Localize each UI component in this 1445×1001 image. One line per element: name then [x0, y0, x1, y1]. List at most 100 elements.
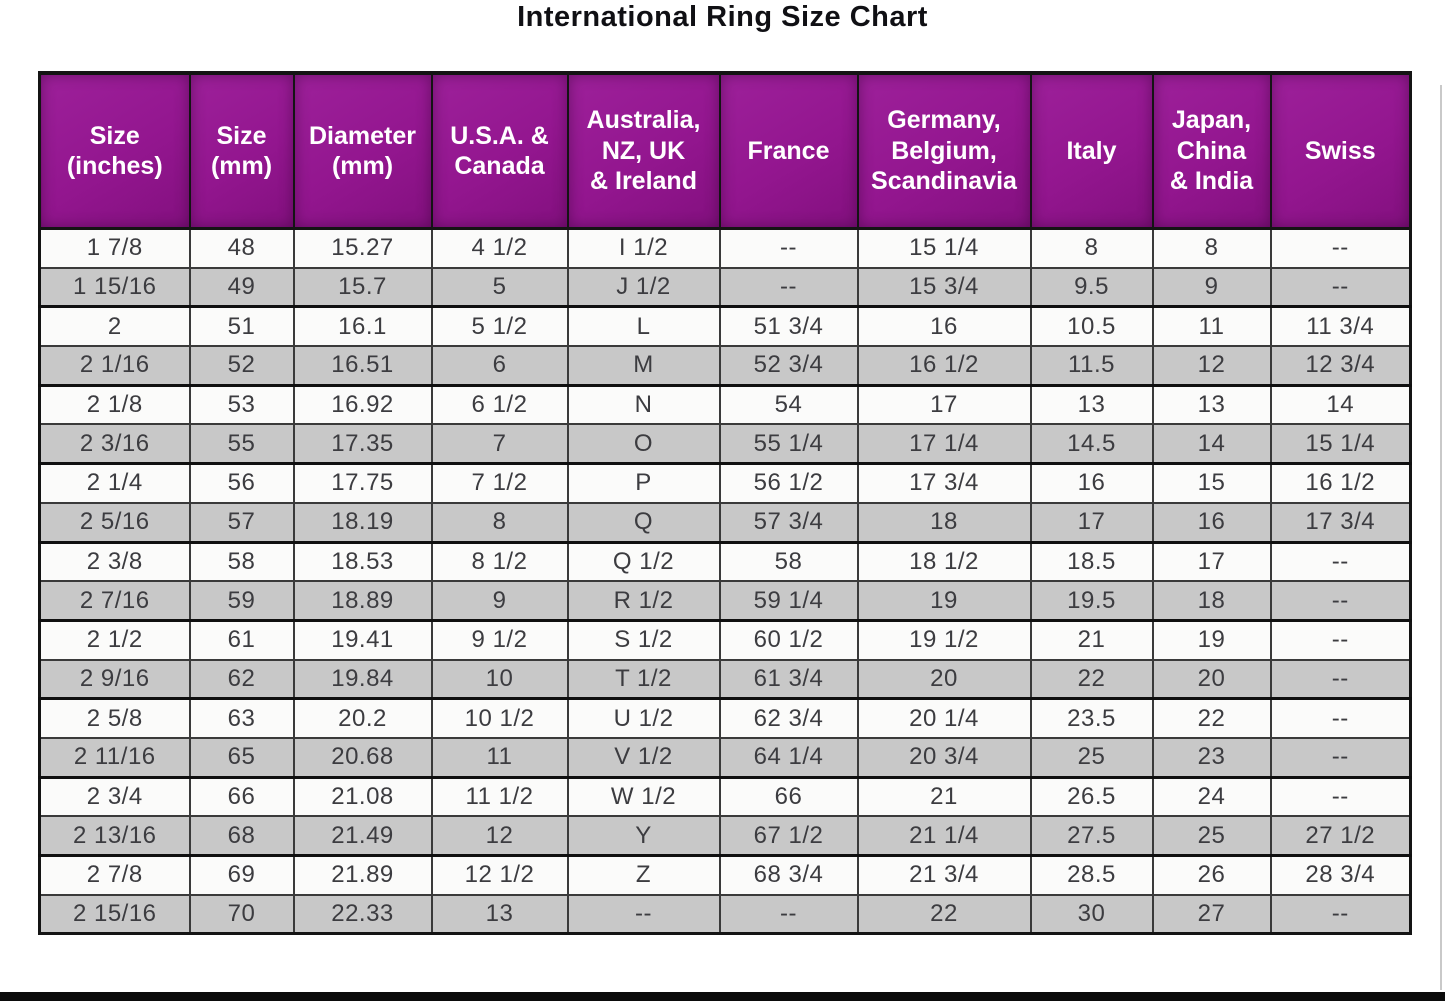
table-cell: 28 3/4: [1269, 853, 1412, 896]
table-cell: 56 1/2: [718, 462, 859, 504]
column-header-germany-belgium-scandinavia: Germany, Belgium, Scandinavia: [856, 71, 1032, 230]
table-cell: U 1/2: [566, 697, 721, 739]
table-cell: 65: [188, 736, 295, 779]
table-cell: 61: [188, 618, 295, 661]
table-cell: 17 3/4: [1269, 501, 1412, 544]
table-cell: R 1/2: [566, 580, 721, 622]
table-cell: 67 1/2: [718, 815, 859, 857]
table-cell: V 1/2: [566, 736, 721, 779]
table-cell: 64 1/4: [718, 736, 859, 779]
header-row: Size (inches) Size (mm) Diameter (mm) U.…: [38, 71, 1412, 230]
table-cell: 6 1/2: [430, 383, 569, 426]
table-cell: 53: [188, 383, 295, 426]
table-cell: 22: [856, 893, 1032, 935]
table-cell: 62 3/4: [718, 697, 859, 739]
table-cell: 18: [1151, 580, 1272, 622]
table-cell: 2 3/4: [38, 775, 191, 818]
column-header-size-mm: Size (mm): [188, 71, 295, 230]
table-cell: 16 1/2: [1269, 462, 1412, 504]
table-cell: 11 1/2: [430, 775, 569, 818]
table-cell: 2 1/2: [38, 618, 191, 661]
table-cell: 20 1/4: [856, 697, 1032, 739]
table-cell: 14.5: [1029, 423, 1154, 465]
table-cell: 2 3/16: [38, 423, 191, 465]
table-cell: --: [1269, 618, 1412, 661]
table-cell: --: [718, 266, 859, 308]
table-row: 2 1/2 61 19.41 9 1/2 S 1/2 60 1/2 19 1/2 21 19 --: [38, 618, 1412, 661]
table-cell: 16 1/2: [856, 345, 1032, 387]
table-cell: 19: [856, 580, 1032, 622]
column-header-australia-nz-uk-ireland: Australia, NZ, UK & Ireland: [566, 71, 721, 230]
table-row: 2 7/8 69 21.89 12 1/2 Z 68 3/4 21 3/4 28.5 26 28 …: [38, 853, 1412, 896]
table-cell: --: [1269, 580, 1412, 622]
table-cell: 17.75: [292, 462, 433, 504]
table-cell: 63: [188, 697, 295, 739]
table-cell: Y: [566, 815, 721, 857]
table-cell: 48: [188, 227, 295, 269]
table-cell: 8: [1029, 227, 1154, 269]
table-row: 2 7/16 59 18.89 9 R 1/2 59 1/4 19 19.5 18 --: [38, 580, 1412, 622]
table-cell: 14: [1269, 383, 1412, 426]
table-cell: 5 1/2: [430, 305, 569, 348]
table-cell: 49: [188, 266, 295, 308]
table-row: 2 1/8 53 16.92 6 1/2 N 54 17 13 13 14: [38, 383, 1412, 426]
table-cell: 27.5: [1029, 815, 1154, 857]
table-cell: 26.5: [1029, 775, 1154, 818]
table-cell: --: [1269, 893, 1412, 935]
table-cell: 22: [1029, 658, 1154, 700]
table-cell: 15 3/4: [856, 266, 1032, 308]
ring-size-table: Size (inches) Size (mm) Diameter (mm) U.…: [38, 71, 1412, 936]
table-cell: 2 1/4: [38, 462, 191, 504]
table-cell: 51 3/4: [718, 305, 859, 348]
table-cell: 26: [1151, 853, 1272, 896]
table-cell: 9: [1151, 266, 1272, 308]
table-row: 2 1/16 52 16.51 6 M 52 3/4 16 1/2 11.5 12 12 3/4: [38, 345, 1412, 387]
table-cell: --: [1269, 658, 1412, 700]
table-cell: 9.5: [1029, 266, 1154, 308]
table-row: 2 9/16 62 19.84 10 T 1/2 61 3/4 20 22 20 --: [38, 658, 1412, 700]
table-cell: 2 9/16: [38, 658, 191, 700]
table-cell: 12: [430, 815, 569, 857]
right-edge-line: [1440, 85, 1442, 990]
table-cell: 17 3/4: [856, 462, 1032, 504]
table-cell: 57 3/4: [718, 501, 859, 544]
table-cell: 13: [1029, 383, 1154, 426]
table-cell: 15.27: [292, 227, 433, 269]
table-row: 2 5/16 57 18.19 8 Q 57 3/4 18 17 16 17 3/4: [38, 501, 1412, 544]
table-body: 1 7/8 48 15.27 4 1/2 I 1/2 -- 15 1/4 8 8 -- 1 15/1…: [38, 227, 1412, 935]
table-cell: L: [566, 305, 721, 348]
table-cell: 2 5/8: [38, 697, 191, 739]
table-cell: 12 1/2: [430, 853, 569, 896]
table-cell: 2 1/8: [38, 383, 191, 426]
table-cell: 4 1/2: [430, 227, 569, 269]
table-row: 2 13/16 68 21.49 12 Y 67 1/2 21 1/4 27.5 25 27 1/…: [38, 815, 1412, 857]
table-cell: 16.1: [292, 305, 433, 348]
table-cell: P: [566, 462, 721, 504]
table-cell: T 1/2: [566, 658, 721, 700]
table-cell: --: [1269, 775, 1412, 818]
table-cell: 27: [1151, 893, 1272, 935]
table-cell: 1 7/8: [38, 227, 191, 269]
table-cell: 55: [188, 423, 295, 465]
table-cell: 17: [1151, 540, 1272, 583]
table-cell: 2 15/16: [38, 893, 191, 935]
table-cell: 2 7/8: [38, 853, 191, 896]
table-row: 2 5/8 63 20.2 10 1/2 U 1/2 62 3/4 20 1/4 23.5 22…: [38, 697, 1412, 739]
table-cell: 19.5: [1029, 580, 1154, 622]
bottom-black-bar: [0, 992, 1445, 1001]
table-cell: 2 1/16: [38, 345, 191, 387]
table-cell: 19: [1151, 618, 1272, 661]
table-row: 2 15/16 70 22.33 13 -- -- 22 30 27 --: [38, 893, 1412, 935]
table-cell: 56: [188, 462, 295, 504]
table-cell: 11: [430, 736, 569, 779]
table-cell: 21.08: [292, 775, 433, 818]
table-cell: 27 1/2: [1269, 815, 1412, 857]
table-cell: 60 1/2: [718, 618, 859, 661]
table-cell: 20: [1151, 658, 1272, 700]
table-cell: 18 1/2: [856, 540, 1032, 583]
table-cell: I 1/2: [566, 227, 721, 269]
table-cell: 18.53: [292, 540, 433, 583]
table-cell: 2: [38, 305, 191, 348]
table-cell: 9: [430, 580, 569, 622]
table-cell: 10 1/2: [430, 697, 569, 739]
